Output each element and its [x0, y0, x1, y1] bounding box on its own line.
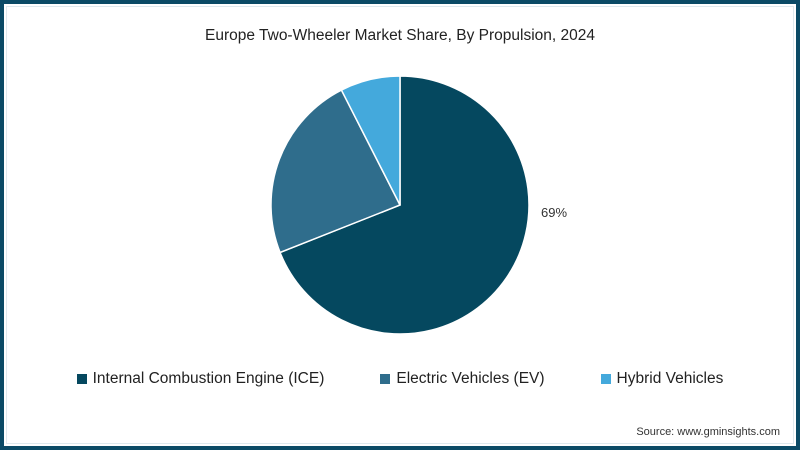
legend-item-ev[interactable]: Electric Vehicles (EV)	[380, 370, 545, 388]
legend-swatch-ice	[76, 374, 87, 384]
legend-swatch-hybrid	[600, 374, 611, 384]
legend-label-hybrid: Hybrid Vehicles	[616, 370, 724, 387]
pie-slice-ev[interactable]	[270, 89, 402, 254]
legend-label-ice: Internal Combustion Engine (ICE)	[92, 370, 325, 387]
legend-swatch-ev	[380, 374, 391, 384]
legend: Internal Combustion Engine (ICE) Electri…	[0, 370, 800, 388]
source-note: Source: www.gminsights.com	[636, 426, 780, 438]
pie-slice-hybrid[interactable]	[340, 75, 401, 206]
data-label-ice: 69%	[541, 205, 568, 220]
legend-label-ev: Electric Vehicles (EV)	[396, 370, 545, 387]
inner-border	[6, 6, 794, 444]
pie-slices	[270, 75, 530, 335]
pie-slice-ice[interactable]	[279, 75, 530, 335]
legend-item-ice[interactable]: Internal Combustion Engine (ICE)	[76, 370, 325, 388]
legend-item-hybrid[interactable]: Hybrid Vehicles	[600, 370, 724, 388]
chart-title: Europe Two-Wheeler Market Share, By Prop…	[205, 27, 595, 44]
